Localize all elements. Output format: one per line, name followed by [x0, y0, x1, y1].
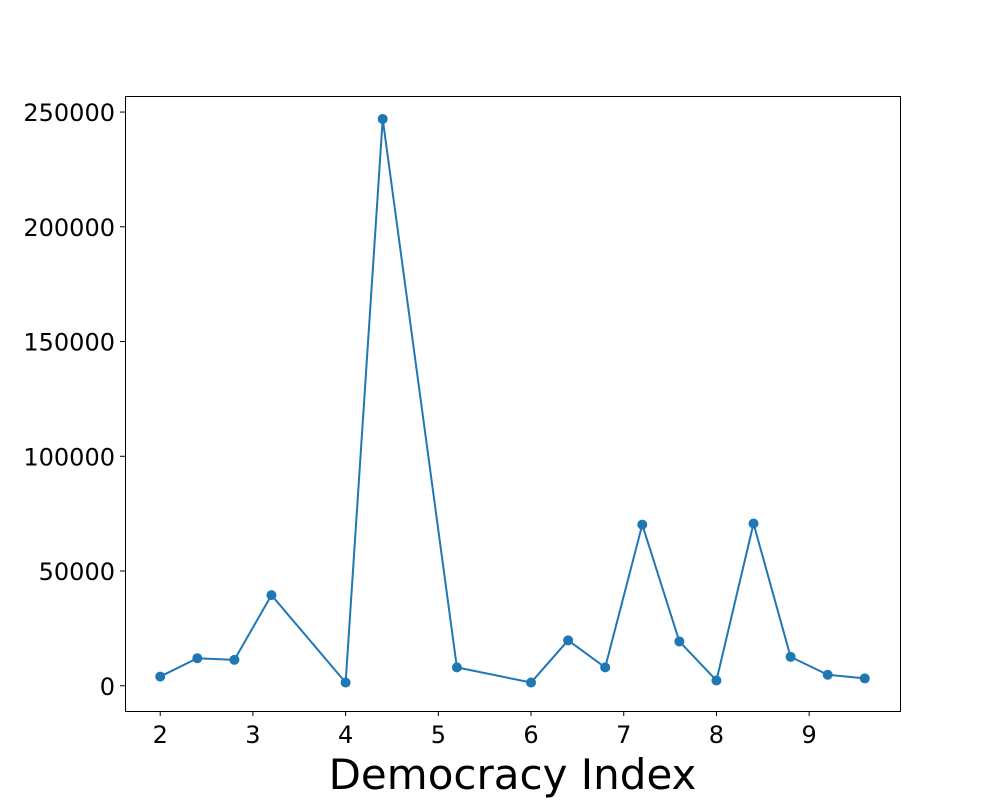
x-tick-label: 8 [709, 721, 724, 749]
data-point [637, 519, 648, 530]
data-point [674, 636, 685, 647]
x-tick-label: 2 [153, 721, 168, 749]
ticks-layer: 2 3 4 5 6 7 8 9 0 50000 100000 150000 200000 250000 [23, 99, 816, 749]
x-tick-label: 3 [245, 721, 260, 749]
data-point [340, 677, 351, 688]
data-point [600, 662, 611, 673]
data-point [859, 673, 870, 684]
y-tick-label: 100000 [23, 443, 115, 471]
data-point [266, 590, 277, 601]
y-tick-label: 250000 [23, 99, 115, 127]
x-tick-label: 4 [338, 721, 353, 749]
data-point [785, 651, 796, 662]
data-point [822, 669, 833, 680]
data-point [229, 654, 240, 665]
data-point [526, 677, 537, 688]
data-point [711, 675, 722, 686]
y-tick-label: 0 [100, 673, 115, 701]
y-tick-label: 150000 [23, 329, 115, 357]
y-tick-label: 200000 [23, 214, 115, 242]
plot-frame [125, 96, 901, 712]
x-tick-label: 7 [616, 721, 631, 749]
x-tick-label: 5 [431, 721, 446, 749]
data-point [451, 662, 462, 673]
x-tick-label: 9 [802, 721, 817, 749]
data-point [155, 671, 166, 682]
data-point [563, 635, 574, 646]
data-point [748, 518, 759, 529]
y-tick-label: 50000 [39, 558, 115, 586]
series-layer [155, 113, 870, 688]
data-point [192, 653, 203, 664]
x-tick-label: 6 [523, 721, 538, 749]
series-line [159, 117, 865, 684]
data-point [377, 113, 388, 124]
x-axis-label: Democracy Index [329, 750, 697, 799]
